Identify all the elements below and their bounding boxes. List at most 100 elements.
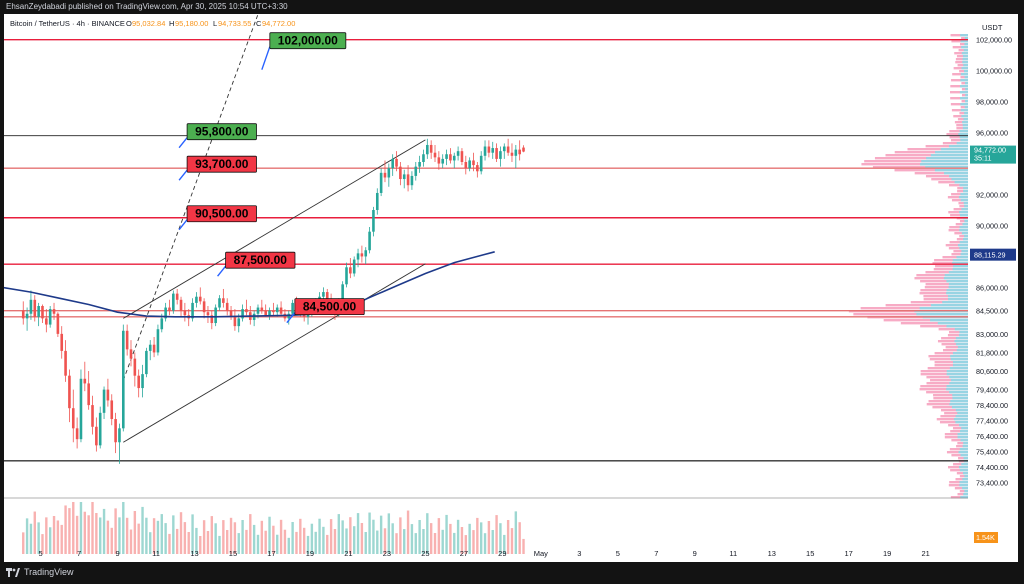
profile-bar (861, 163, 968, 166)
candle-body (68, 375, 71, 409)
price-axis-bg (968, 14, 1018, 562)
candle-body (237, 318, 241, 327)
profile-bar-split (948, 286, 968, 289)
profile-bar (945, 346, 968, 349)
candle-body (229, 310, 233, 317)
price-tick-label: 76,400.00 (976, 432, 1008, 441)
candle-body (406, 174, 410, 186)
profile-bar-split (958, 334, 968, 337)
profile-bar-split (959, 241, 968, 244)
profile-bar (949, 226, 968, 229)
candle-body (202, 301, 206, 313)
volume-bar (472, 530, 475, 554)
profile-bar-split (962, 238, 968, 241)
profile-bar (955, 61, 968, 64)
volume-bar (487, 521, 491, 554)
profile-bar (951, 109, 968, 112)
candle-body (491, 148, 495, 153)
profile-bar (927, 367, 968, 370)
profile-bar-split (965, 82, 968, 85)
profile-bar (952, 427, 968, 430)
profile-bar (951, 439, 968, 442)
candle-body (233, 316, 237, 327)
profile-bar (959, 235, 968, 238)
profile-bar-split (963, 118, 968, 121)
profile-bar (950, 103, 968, 106)
price-tick-label: 92,000.00 (976, 191, 1008, 200)
profile-bar (914, 172, 968, 175)
volume-bar (349, 517, 352, 554)
candle-body (45, 318, 48, 325)
profile-bar-split (961, 232, 968, 235)
profile-bar (957, 442, 968, 445)
profile-bar (920, 280, 968, 283)
profile-bar-split (942, 301, 968, 304)
time-axis[interactable]: 5 7 9 11 13 15 17 19 21 23 25 27 29 May 3 5 7 9 11 13 15 17 19… (4, 497, 968, 558)
candle-body (183, 310, 187, 316)
profile-bar (942, 256, 968, 259)
profile-bar-split (959, 424, 968, 427)
candle-body (64, 350, 67, 376)
candle-body (133, 358, 137, 376)
volume-bar (183, 522, 187, 554)
candle-body (279, 307, 283, 314)
time-tick-label: 7 (77, 549, 81, 558)
price-axis[interactable]: USDT 102,000.00 100,000.00 98,000.00 96,000.… (968, 14, 1018, 562)
profile-bar-split (963, 493, 968, 496)
candle-body (476, 165, 479, 172)
profile-bar-split (916, 313, 968, 316)
candle-body (21, 310, 25, 319)
candle-body (25, 313, 29, 319)
profile-bar (944, 436, 968, 439)
profile-bar-split (949, 403, 968, 406)
profile-bar-split (946, 373, 968, 376)
volume-bar (249, 514, 252, 554)
candle-body (399, 166, 402, 180)
candle-body (487, 146, 491, 153)
profile-bar (955, 58, 968, 61)
profile-bar-split (948, 283, 968, 286)
profile-bar-split (959, 247, 968, 250)
volume-bar (429, 523, 433, 554)
volume-bar (156, 520, 160, 554)
profile-bar-split (960, 430, 968, 433)
profile-bar-split (949, 367, 968, 370)
candle-body (499, 151, 502, 159)
profile-bar (926, 391, 968, 394)
level-label-text: 95,800.00 (195, 125, 249, 139)
time-tick-label: 9 (115, 549, 119, 558)
volume-bar (279, 519, 283, 554)
volume-bar (33, 511, 36, 554)
profile-bar-split (963, 55, 968, 58)
candle-body (341, 284, 344, 303)
profile-bar-split (960, 454, 968, 457)
time-tick-label: 17 (845, 549, 853, 558)
chart-canvas[interactable]: 102,000.00 95,800.00 93,700.00 90,500.00 87,… (1, 0, 1018, 562)
profile-bar-split (955, 415, 968, 418)
volume-bar (175, 528, 179, 554)
profile-bar (910, 301, 968, 304)
profile-bar-split (948, 298, 968, 301)
candle-body (110, 400, 114, 420)
candle-body (433, 152, 437, 158)
candle-body (256, 307, 260, 314)
chart-area[interactable]: 102,000.00 95,800.00 93,700.00 90,500.00 87,… (1, 0, 1018, 562)
last-price-countdown: 35:11 (974, 154, 991, 163)
candle-body (172, 293, 175, 311)
profile-bar-split (946, 280, 968, 283)
profile-bar-split (964, 205, 968, 208)
volume-bar (118, 517, 121, 554)
profile-bar-split (961, 46, 968, 49)
price-tick-label: 81,800.00 (976, 348, 1008, 357)
profile-bar-split (919, 307, 968, 310)
time-tick-label: 13 (768, 549, 776, 558)
volume-bar (99, 517, 102, 554)
profile-bar (949, 130, 968, 133)
profile-bar (959, 475, 968, 478)
profile-bar-split (930, 319, 968, 322)
volume-bar (122, 502, 125, 554)
profile-bar-split (960, 199, 968, 202)
profile-bar (885, 304, 968, 307)
horizontal-levels (4, 38, 968, 462)
profile-bar (951, 139, 968, 142)
